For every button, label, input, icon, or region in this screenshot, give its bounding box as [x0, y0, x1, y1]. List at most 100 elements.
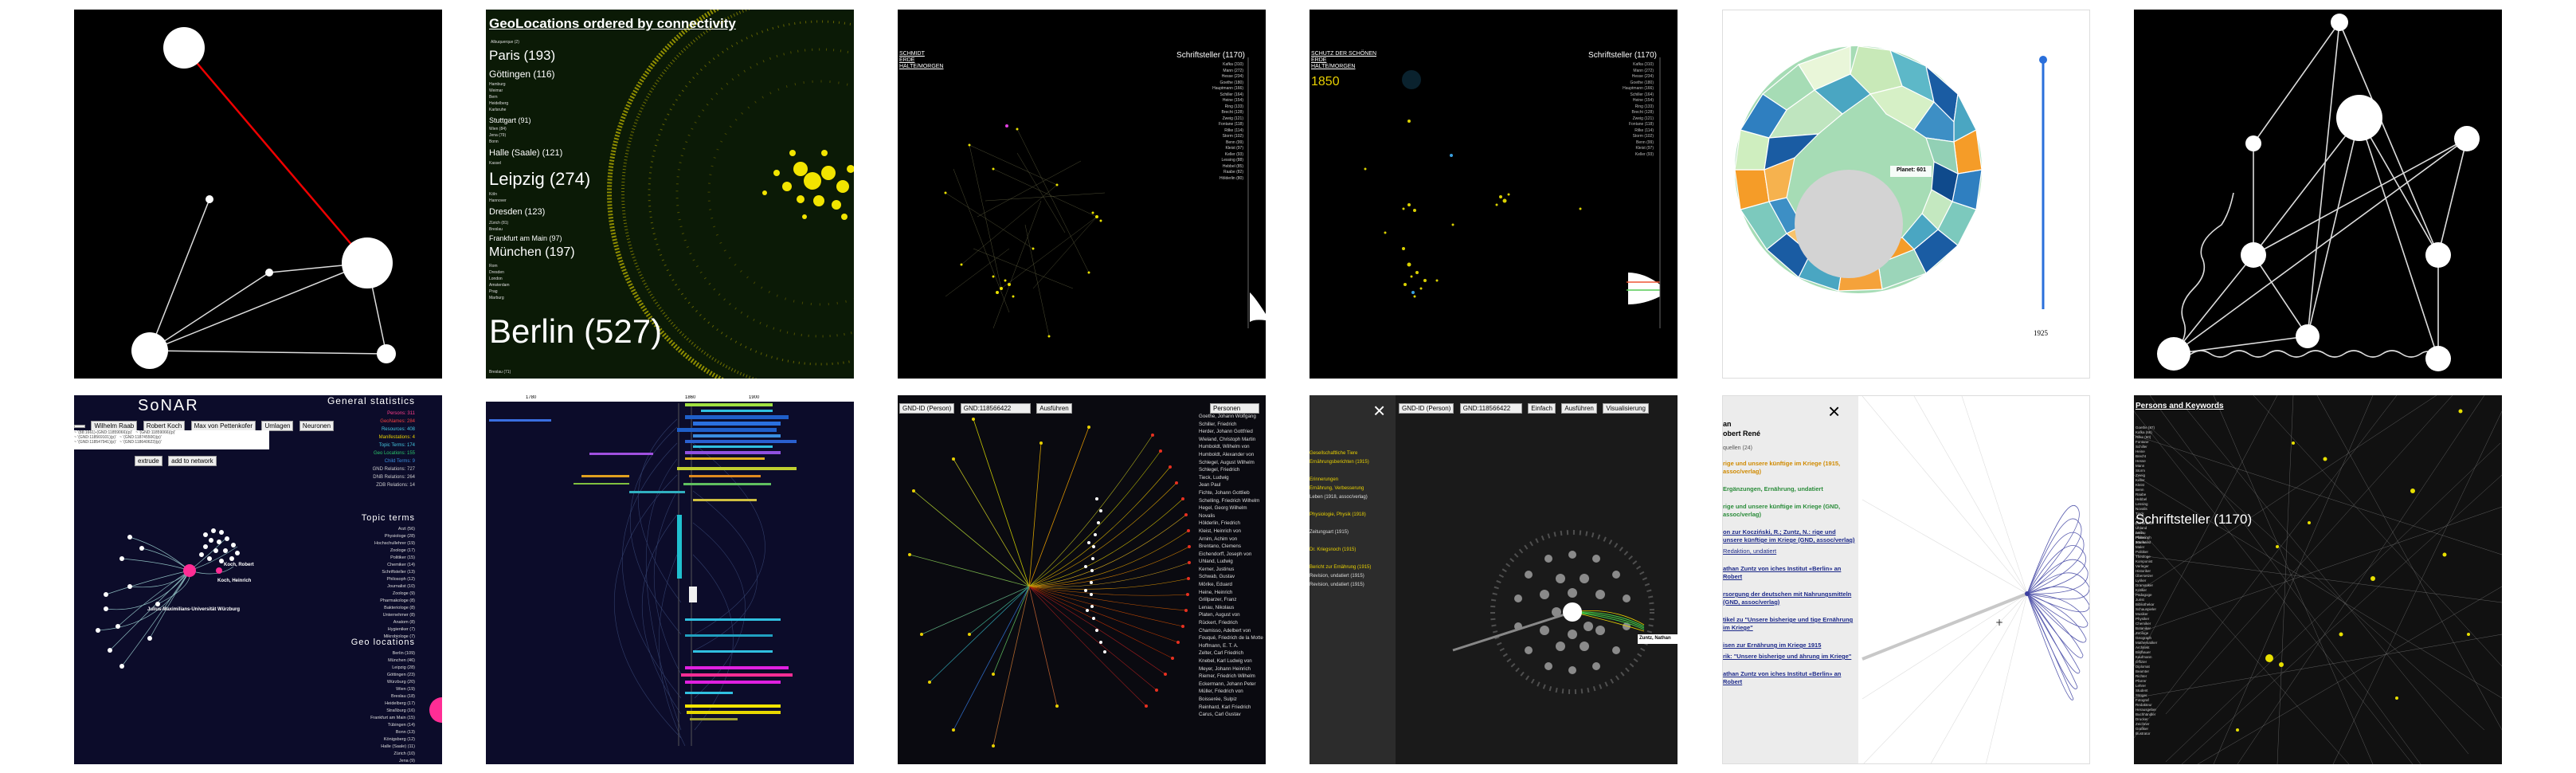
- geo-list[interactable]: Berlin (109) München (46) Leipzig (28) Gött…: [370, 651, 415, 763]
- document-item[interactable]: isen zur Ernährung im Kriege 1915: [1723, 642, 1822, 649]
- focus-node[interactable]: [1563, 602, 1582, 622]
- link-item[interactable]: HALTE/MORGEN: [899, 64, 944, 69]
- white-graph-panel[interactable]: [2134, 10, 2502, 379]
- link-item[interactable]: SCHMIDT: [899, 51, 925, 57]
- search-type-select[interactable]: GND-ID (Person): [899, 403, 955, 414]
- graph-node[interactable]: [2296, 324, 2320, 348]
- highlighted-edge: [183, 47, 368, 264]
- voronoi-ring[interactable]: [1723, 10, 2090, 379]
- mode-dropdown[interactable]: Einfach: [1528, 403, 1556, 414]
- filter-dropdown[interactable]: Personen: [1210, 403, 1259, 414]
- timeline-network-panel[interactable]: SCHUTZ DER SCHÖNEN ERDE HALTE/MORGEN 185…: [1310, 10, 1678, 379]
- distribution-curve: [1628, 273, 1660, 304]
- link-item[interactable]: HALTE/MORGEN: [1311, 64, 1356, 69]
- graph-node[interactable]: [2336, 95, 2382, 141]
- writer-network-panel[interactable]: SCHMIDT ERDE HALTE/MORGEN Schriftsteller…: [898, 10, 1266, 379]
- graph-node[interactable]: [2425, 346, 2451, 371]
- keyword-network[interactable]: [2134, 395, 2502, 764]
- topic-list[interactable]: Arzt (56) Physiologe (28) Hochschullehrer …: [374, 527, 415, 639]
- document-panel[interactable]: × an obert René quellen (24) rige und un…: [1722, 395, 2090, 764]
- list-heading: Schriftsteller (1170): [2136, 512, 2253, 527]
- network-graph[interactable]: [74, 10, 442, 379]
- stats-list: Persons: 311 GeoNames: 284 Resources: 40…: [372, 411, 415, 488]
- search-input[interactable]: GND:118566422: [1459, 403, 1522, 414]
- document-item[interactable]: rige und unsere künftige im Kriege (1915…: [1723, 460, 1841, 475]
- app-title: SoNAR: [138, 397, 199, 414]
- geo-item[interactable]: Göttingen (116): [489, 69, 555, 80]
- graph-node[interactable]: [163, 27, 205, 69]
- fan-network[interactable]: [898, 395, 1266, 764]
- voronoi-ring-panel[interactable]: Planet: 601 1925: [1722, 10, 2090, 379]
- timeline-chart[interactable]: [486, 395, 854, 764]
- person-list[interactable]: Goethe, Johann Wolfgang Schiller, Friedri…: [1199, 414, 1263, 718]
- geo-item[interactable]: Leipzig (274): [489, 169, 591, 189]
- document-item[interactable]: rige und unsere künftige im Kriege (GND,…: [1723, 503, 1841, 518]
- geo-item-top[interactable]: Berlin (527): [489, 312, 663, 350]
- timeline-panel[interactable]: 1780 1860 1900: [486, 395, 854, 764]
- geo-item[interactable]: Halle (Saale) (121): [489, 148, 563, 158]
- persons-keywords-panel[interactable]: Persons and Keywords Goethe (87) Kafka (6…: [2134, 395, 2502, 764]
- add-to-network-button[interactable]: add to network: [168, 456, 217, 466]
- document-item[interactable]: Ergänzungen, Ernährung, undatiert: [1723, 485, 1823, 492]
- graph-node[interactable]: [2454, 126, 2480, 151]
- graph-node[interactable]: [2245, 135, 2261, 151]
- page-title[interactable]: Persons and Keywords: [2136, 402, 2224, 410]
- query-box[interactable]: ~ '(88:1661)-(GND:11859066)(p)' ~ '(GND:…: [74, 430, 269, 449]
- graph-node[interactable]: [342, 237, 393, 288]
- sonar-panel[interactable]: SoNAR Wilhelm Raab Robert Koch Max von P…: [74, 395, 442, 764]
- document-item[interactable]: rsorgung der deutschen mit Nahrungsmitte…: [1723, 591, 1852, 606]
- run-button[interactable]: Ausführen: [1036, 403, 1072, 414]
- stats-heading: General statistics: [327, 395, 415, 406]
- side-list[interactable]: Gesellschaftliche Tiere Ernährungsberich…: [1310, 451, 1372, 587]
- document-item[interactable]: Redaktion, undatiert: [1723, 547, 1777, 555]
- document-item[interactable]: on zur Kocziński, R.; Zuntz, N.: rige un…: [1723, 528, 1855, 543]
- graph-node[interactable]: [206, 195, 213, 203]
- link-item[interactable]: ERDE: [1311, 57, 1327, 63]
- network-graph-panel[interactable]: [74, 10, 442, 379]
- writer-network[interactable]: [898, 10, 1266, 379]
- page-title[interactable]: GeoLocations ordered by connectivity: [489, 16, 736, 31]
- tab-bar[interactable]: Wilhelm Raab Robert Koch Max von Pettenk…: [74, 418, 336, 432]
- search-input[interactable]: GND:118566422: [960, 403, 1031, 414]
- close-icon[interactable]: ×: [1828, 399, 1841, 423]
- graph-node[interactable]: [2241, 242, 2266, 268]
- geo-item[interactable]: Stuttgart (91): [489, 116, 531, 124]
- graph-node[interactable]: [2331, 14, 2348, 31]
- link-item[interactable]: SCHUTZ DER SCHÖNEN: [1311, 51, 1377, 57]
- extrude-button[interactable]: extrude: [135, 456, 162, 466]
- graph-node[interactable]: [377, 344, 396, 363]
- graph-edge: [149, 350, 387, 355]
- graph-node[interactable]: [265, 269, 273, 277]
- year-slider[interactable]: [2036, 55, 2050, 310]
- graph-node[interactable]: [2157, 337, 2190, 371]
- white-graph[interactable]: [2134, 10, 2502, 379]
- year-label: 1850: [1311, 75, 1340, 88]
- radial-network-panel[interactable]: × Gesellschaftliche Tiere Ernährungsberi…: [1310, 395, 1678, 764]
- link-item[interactable]: ERDE: [899, 57, 915, 63]
- run-button[interactable]: Ausführen: [1561, 403, 1597, 414]
- document-item[interactable]: tikel zu "Unsere bisherige und tige Ernä…: [1723, 616, 1854, 631]
- graph-node[interactable]: [2425, 242, 2451, 268]
- document-item[interactable]: athan Zuntz von iches Institut «Berlin» …: [1723, 670, 1842, 685]
- search-type-select[interactable]: GND-ID (Person): [1399, 403, 1454, 414]
- time-network[interactable]: [1310, 10, 1678, 379]
- radial-network[interactable]: [1310, 395, 1678, 764]
- geo-item[interactable]: Paris (193): [489, 48, 556, 63]
- document-item[interactable]: rik: "Unsere bisherige und ährung im Kri…: [1723, 653, 1852, 660]
- tab-topic[interactable]: Umlagen: [261, 421, 294, 431]
- visualisation-button[interactable]: Visualisierung: [1603, 403, 1649, 414]
- tab-topic[interactable]: Neuronen: [299, 421, 335, 431]
- node-label: Koch, Robert: [224, 563, 254, 567]
- close-icon[interactable]: ×: [1373, 398, 1386, 422]
- geo-item[interactable]: Frankfurt am Main (97): [489, 234, 562, 242]
- graph-node[interactable]: [131, 332, 168, 369]
- axis-tick: 1780: [526, 395, 537, 400]
- geo-item[interactable]: München (197): [489, 245, 575, 259]
- document-fan[interactable]: +: [1723, 396, 2090, 764]
- side-panel: [1310, 395, 1396, 764]
- geolocations-panel: GeoLocations ordered by connectivity Alb…: [486, 10, 854, 379]
- geo-item[interactable]: Dresden (123): [489, 207, 546, 217]
- document-item[interactable]: athan Zuntz von iches Institut «Berlin» …: [1723, 565, 1842, 580]
- person-network-panel[interactable]: GND-ID (Person) GND:118566422 Ausführen …: [898, 395, 1266, 764]
- document-list[interactable]: rige und unsere künftige im Kriege (1915…: [1723, 460, 1857, 686]
